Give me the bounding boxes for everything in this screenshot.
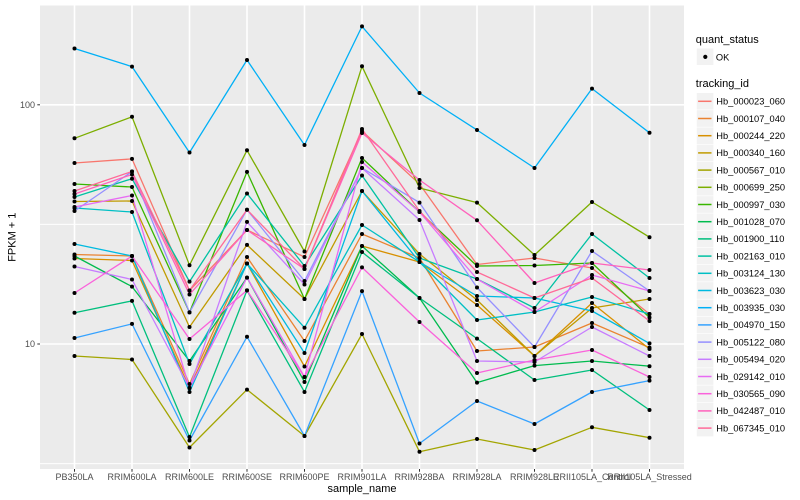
svg-text:Hb_067345_010: Hb_067345_010 — [716, 423, 785, 433]
svg-text:PB350LA: PB350LA — [55, 472, 93, 482]
svg-text:OK: OK — [716, 52, 730, 62]
svg-text:Hb_003935_030: Hb_003935_030 — [716, 303, 785, 313]
svg-text:100: 100 — [20, 100, 35, 110]
svg-text:sample_name: sample_name — [327, 483, 396, 495]
svg-text:Hb_000340_160: Hb_000340_160 — [716, 148, 785, 158]
svg-text:RRIM928LA: RRIM928LA — [452, 472, 501, 482]
svg-text:Hb_000997_030: Hb_000997_030 — [716, 200, 785, 210]
svg-text:Hb_004970_150: Hb_004970_150 — [716, 320, 785, 330]
svg-text:Hb_001028_070: Hb_001028_070 — [716, 217, 785, 227]
svg-text:Hb_000699_250: Hb_000699_250 — [716, 183, 785, 193]
svg-text:Hb_000107_040: Hb_000107_040 — [716, 114, 785, 124]
svg-text:Hb_030565_090: Hb_030565_090 — [716, 389, 785, 399]
svg-text:FPKM + 1: FPKM + 1 — [7, 213, 19, 262]
svg-text:Hb_000023_060: Hb_000023_060 — [716, 97, 785, 107]
svg-text:RRII105LA_Control: RRII105LA_Control — [553, 472, 631, 482]
svg-text:RRIM600PE: RRIM600PE — [279, 472, 329, 482]
svg-text:RRIM901LA: RRIM901LA — [337, 472, 386, 482]
svg-text:RRII105LA_Stressed: RRII105LA_Stressed — [607, 472, 692, 482]
svg-text:Hb_002163_010: Hb_002163_010 — [716, 251, 785, 261]
svg-text:Hb_029142_010: Hb_029142_010 — [716, 372, 785, 382]
svg-text:Hb_000567_010: Hb_000567_010 — [716, 165, 785, 175]
svg-text:10: 10 — [25, 339, 35, 349]
svg-text:Hb_005494_020: Hb_005494_020 — [716, 355, 785, 365]
svg-text:quant_status: quant_status — [696, 34, 759, 46]
svg-text:RRIM600LE: RRIM600LE — [165, 472, 214, 482]
svg-text:RRIM600LA: RRIM600LA — [107, 472, 156, 482]
svg-text:RRIM600SE: RRIM600SE — [222, 472, 272, 482]
svg-text:Hb_005122_080: Hb_005122_080 — [716, 337, 785, 347]
svg-text:tracking_id: tracking_id — [696, 78, 749, 90]
svg-text:Hb_042487_010: Hb_042487_010 — [716, 406, 785, 416]
svg-text:RRIM928LE: RRIM928LE — [510, 472, 559, 482]
svg-text:Hb_003124_130: Hb_003124_130 — [716, 269, 785, 279]
svg-text:Hb_001900_110: Hb_001900_110 — [716, 234, 784, 244]
svg-text:RRIM928BA: RRIM928BA — [394, 472, 444, 482]
svg-text:Hb_000244_220: Hb_000244_220 — [716, 131, 785, 141]
svg-text:Hb_003623_030: Hb_003623_030 — [716, 286, 785, 296]
